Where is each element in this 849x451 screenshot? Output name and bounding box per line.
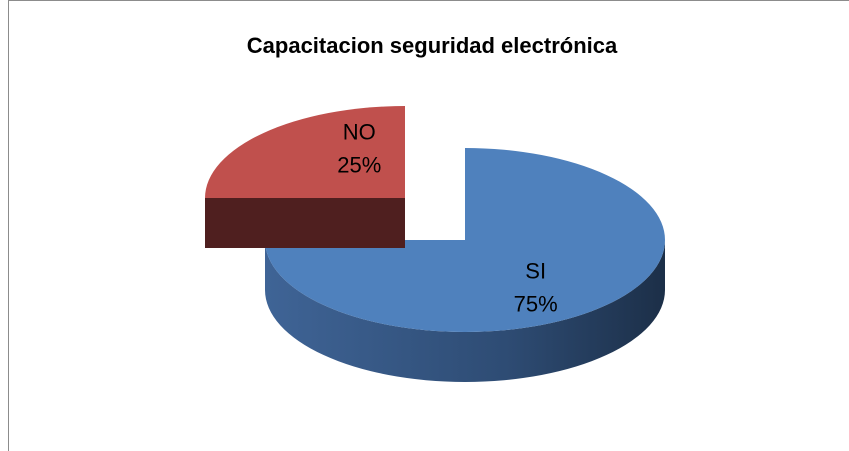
pie-side	[265, 240, 665, 382]
chart-frame	[8, 0, 849, 451]
pie-slice	[265, 148, 665, 332]
slice-category-label: NO	[343, 119, 376, 144]
slice-value-label: 25%	[337, 152, 381, 177]
pie-cut-face	[205, 198, 405, 248]
slice-value-label: 75%	[514, 291, 558, 316]
slice-category-label: SI	[525, 258, 546, 283]
chart-title: Capacitacion seguridad electrónica	[247, 33, 618, 58]
pie-slice	[205, 106, 405, 198]
